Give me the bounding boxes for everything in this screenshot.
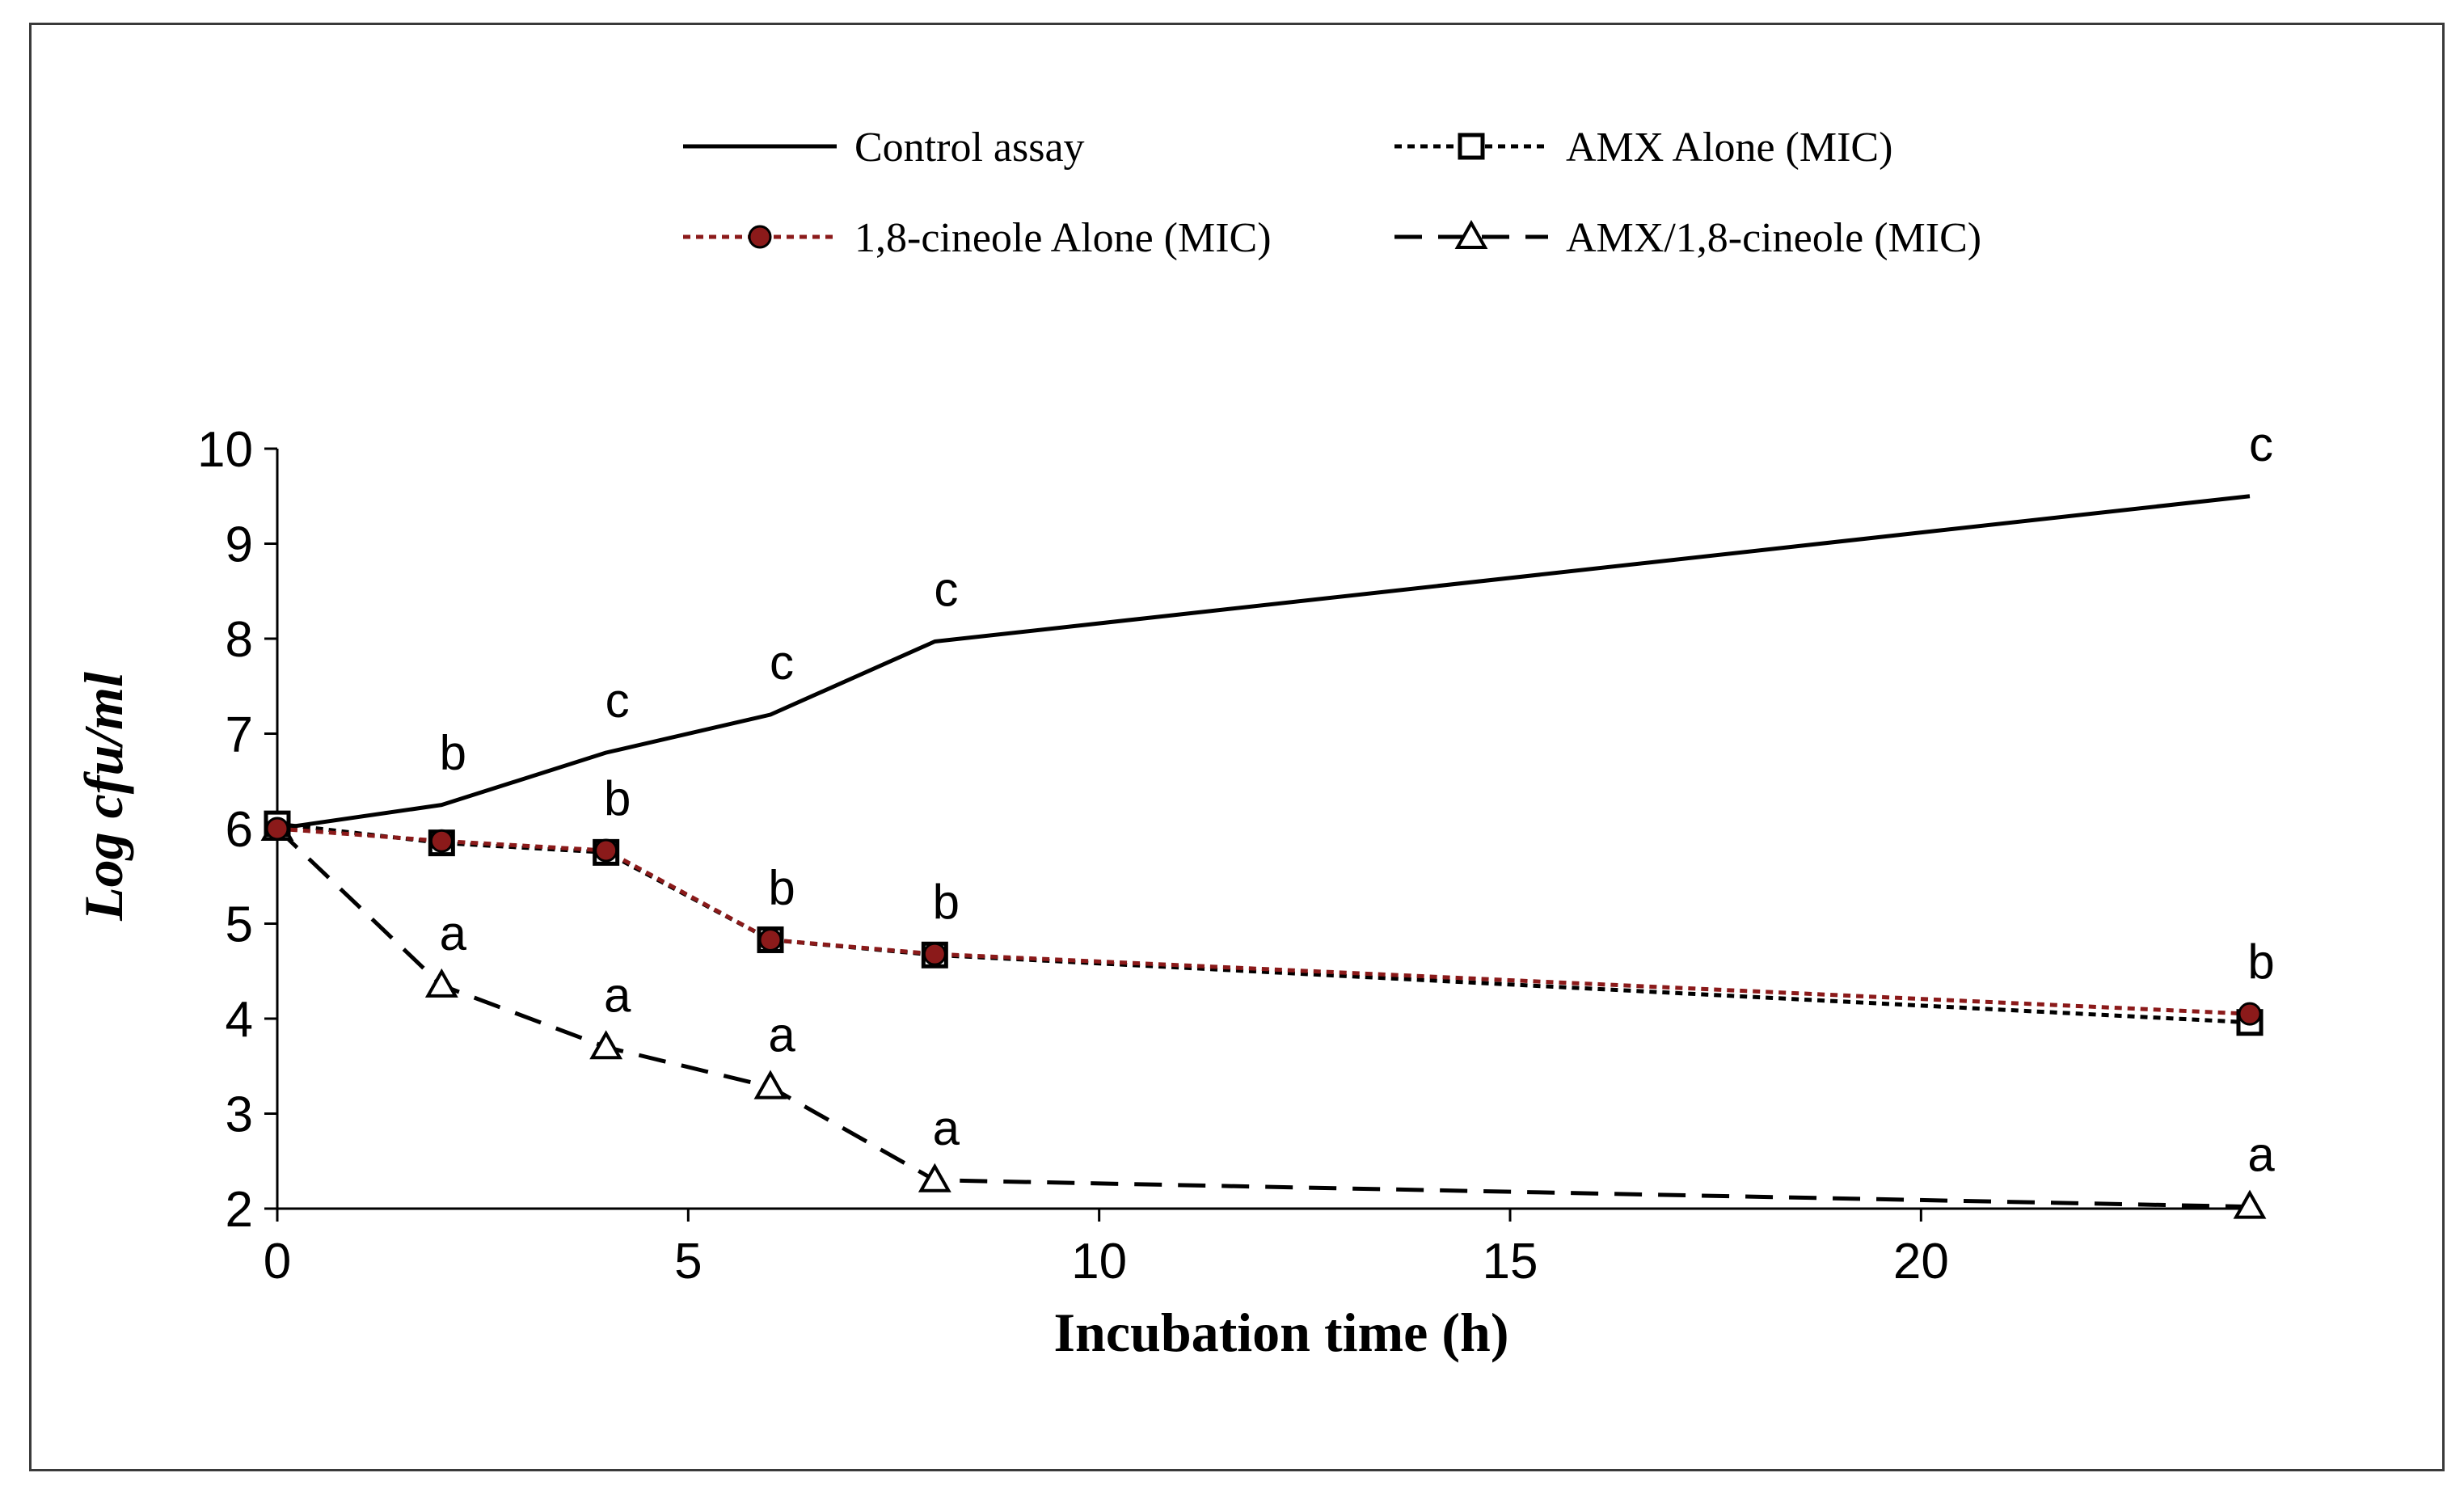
data-point-circle — [429, 829, 454, 853]
significance-letter: c — [934, 563, 958, 617]
legend: Control assay AMX Alone (MIC) 1,8-cineole … — [683, 124, 1981, 261]
legend-entry-label: AMX Alone (MIC) — [1566, 124, 1892, 171]
y-tick-label: 10 — [197, 422, 253, 478]
data-point-circle — [594, 838, 618, 863]
significance-letter: a — [768, 1008, 795, 1062]
series-line — [276, 827, 2251, 1209]
y-tick-label: 7 — [226, 707, 253, 763]
data-point-circle — [2238, 1002, 2262, 1026]
x-tick-label: 15 — [1483, 1234, 1538, 1289]
series-lines — [260, 494, 2267, 1219]
x-tick-label: 5 — [674, 1234, 702, 1289]
series-line — [276, 826, 2251, 1016]
data-point-triangle — [2233, 1189, 2267, 1219]
significance-letter: a — [933, 1101, 960, 1155]
significance-letter: b — [768, 860, 795, 914]
data-point-triangle — [753, 1070, 787, 1099]
data-point-triangle — [589, 1030, 623, 1060]
data-point-circle — [265, 817, 289, 841]
series-line — [276, 494, 2251, 831]
significance-letter: c — [605, 673, 630, 728]
y-tick-label: 8 — [226, 612, 253, 668]
y-axis-title: Log cfu/ml — [73, 672, 134, 922]
significance-letter: c — [2249, 417, 2273, 471]
chart-frame: Control assay AMX Alone (MIC) 1,8-cineole … — [29, 23, 2445, 1471]
y-tick-label: 4 — [226, 992, 253, 1048]
y-tick-label: 3 — [226, 1087, 253, 1143]
significance-letter: a — [604, 968, 631, 1022]
x-tick-label: 20 — [1893, 1234, 1949, 1289]
data-point-triangle — [918, 1163, 951, 1192]
significance-letter: b — [2247, 935, 2274, 989]
x-tick-label: 10 — [1071, 1234, 1127, 1289]
y-tick-label: 9 — [226, 517, 253, 573]
significance-letter: c — [770, 635, 794, 690]
legend-marker-triangle — [1454, 219, 1488, 249]
significance-letter: a — [440, 906, 467, 960]
significance-letter: b — [604, 771, 631, 825]
axes: 2 3 4 5 6 7 8 9 10 0 5 10 15 20 — [197, 422, 2250, 1289]
data-point-triangle — [424, 968, 458, 998]
series-line — [276, 821, 2251, 1025]
legend-entry-label: AMX/1,8-cineole (MIC) — [1566, 215, 1981, 261]
y-tick-label: 6 — [226, 802, 253, 858]
legend-marker-square — [1458, 133, 1485, 160]
y-tick-label: 5 — [226, 897, 253, 953]
data-point-circle — [758, 927, 783, 952]
y-tick-label: 2 — [226, 1182, 253, 1238]
chart-svg: Control assay AMX Alone (MIC) 1,8-cineole … — [73, 124, 2276, 1363]
significance-letter: a — [2247, 1128, 2275, 1182]
legend-entry-label: Control assay — [854, 124, 1085, 171]
data-point-circle — [922, 942, 947, 966]
x-tick-label: 0 — [264, 1234, 291, 1289]
significance-letter: b — [933, 875, 960, 929]
legend-marker-circle — [748, 225, 772, 249]
significance-letter: b — [440, 726, 466, 780]
legend-entry-label: 1,8-cineole Alone (MIC) — [854, 215, 1272, 261]
x-axis-title: Incubation time (h) — [1054, 1302, 1509, 1363]
